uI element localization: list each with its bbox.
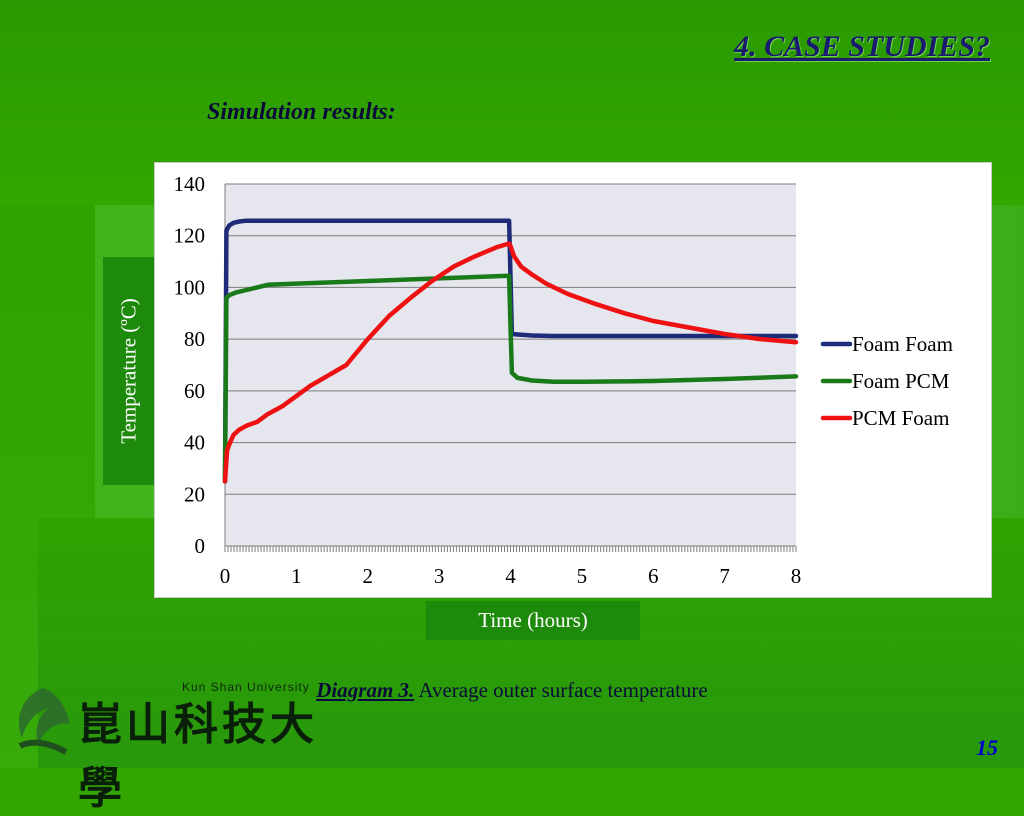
series-line-foam-pcm bbox=[222, 273, 799, 484]
x-tick-label-2: 2 bbox=[363, 564, 374, 588]
axes: 0 20 40 60 80 100 120 140 0 1 2 3 4 5 6 7 8 bbox=[174, 172, 802, 588]
ksu-logo-icon bbox=[18, 688, 71, 755]
series-line-pcm-foam bbox=[222, 241, 799, 484]
caption-label: Diagram 3. bbox=[316, 678, 415, 702]
x-tick-label-3: 3 bbox=[434, 564, 445, 588]
x-tick-label-8: 8 bbox=[791, 564, 802, 588]
caption-text: Average outer surface temperature bbox=[414, 678, 708, 702]
figure-caption: Diagram 3. Average outer surface tempera… bbox=[0, 678, 1024, 703]
x-tick-label-4: 4 bbox=[505, 564, 516, 588]
y-tick-label-0: 0 bbox=[195, 534, 206, 558]
y-tick-label-100: 100 bbox=[174, 275, 206, 299]
x-tick-label-5: 5 bbox=[577, 564, 588, 588]
series-line-foam-foam bbox=[222, 218, 799, 484]
y-axis-title: Temperature (ºC) bbox=[116, 298, 140, 444]
y-tick-label-80: 80 bbox=[184, 327, 205, 351]
university-logo: 崑山科技大學 Kun Shan University bbox=[8, 678, 328, 814]
x-tick-label-7: 7 bbox=[719, 564, 730, 588]
university-name-chinese: 崑山科技大學 bbox=[78, 699, 318, 814]
legend-label-foam-pcm: Foam PCM bbox=[852, 369, 950, 393]
y-tick-label-120: 120 bbox=[174, 224, 206, 248]
legend-label-pcm-foam: PCM Foam bbox=[852, 406, 949, 430]
x-tick-label-0: 0 bbox=[220, 564, 231, 588]
legend-label-foam-foam: Foam Foam bbox=[852, 332, 953, 356]
page-number: 15 bbox=[976, 735, 998, 760]
y-tick-label-140: 140 bbox=[174, 172, 206, 196]
university-name-english: Kun Shan University bbox=[182, 680, 310, 694]
legend: Foam Foam Foam PCM PCM Foam bbox=[820, 332, 953, 430]
y-tick-label-40: 40 bbox=[184, 431, 205, 455]
y-axis-title-box: Temperature (ºC) bbox=[103, 257, 154, 485]
x-tick-label-1: 1 bbox=[291, 564, 302, 588]
x-tick-label-6: 6 bbox=[648, 564, 659, 588]
series-lines bbox=[222, 218, 799, 484]
slide-title: 4. CASE STUDIES? bbox=[734, 30, 990, 63]
chart-area: 0 20 40 60 80 100 120 140 0 1 2 3 4 5 6 7 8 Foam Foam Foa… bbox=[154, 162, 992, 598]
slide-subtitle: Simulation results: bbox=[207, 99, 396, 125]
y-tick-label-20: 20 bbox=[184, 482, 205, 506]
x-axis-title: Time (hours) bbox=[426, 601, 640, 640]
y-tick-label-60: 60 bbox=[184, 379, 205, 403]
